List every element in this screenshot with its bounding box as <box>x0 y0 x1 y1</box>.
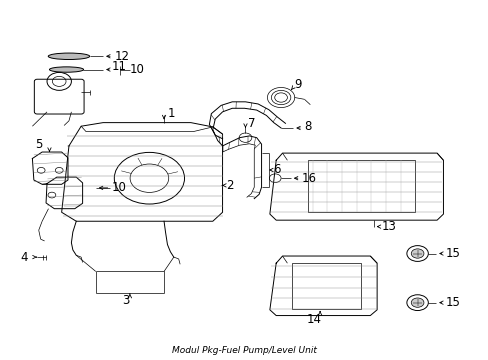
Ellipse shape <box>49 67 83 72</box>
Ellipse shape <box>48 53 89 59</box>
Text: 3: 3 <box>122 294 129 307</box>
Text: 15: 15 <box>445 296 460 309</box>
Text: 10: 10 <box>112 181 126 194</box>
Text: 6: 6 <box>272 163 280 176</box>
Circle shape <box>410 298 423 307</box>
Text: 8: 8 <box>304 120 311 133</box>
Text: 12: 12 <box>114 50 129 63</box>
Text: 10: 10 <box>130 63 144 76</box>
Text: Modul Pkg-Fuel Pump/Level Unit: Modul Pkg-Fuel Pump/Level Unit <box>172 346 316 355</box>
FancyBboxPatch shape <box>292 263 360 309</box>
Text: 13: 13 <box>381 220 396 233</box>
Text: 1: 1 <box>167 107 175 120</box>
Text: 2: 2 <box>226 179 233 192</box>
Text: 9: 9 <box>294 78 302 91</box>
Text: 11: 11 <box>112 60 126 73</box>
Text: 14: 14 <box>305 312 321 326</box>
Circle shape <box>410 249 423 258</box>
Text: 5: 5 <box>35 138 42 151</box>
Text: 7: 7 <box>247 117 255 130</box>
FancyBboxPatch shape <box>307 160 414 212</box>
Text: 4: 4 <box>20 251 27 264</box>
Text: 16: 16 <box>301 172 316 185</box>
Text: 15: 15 <box>445 247 460 260</box>
